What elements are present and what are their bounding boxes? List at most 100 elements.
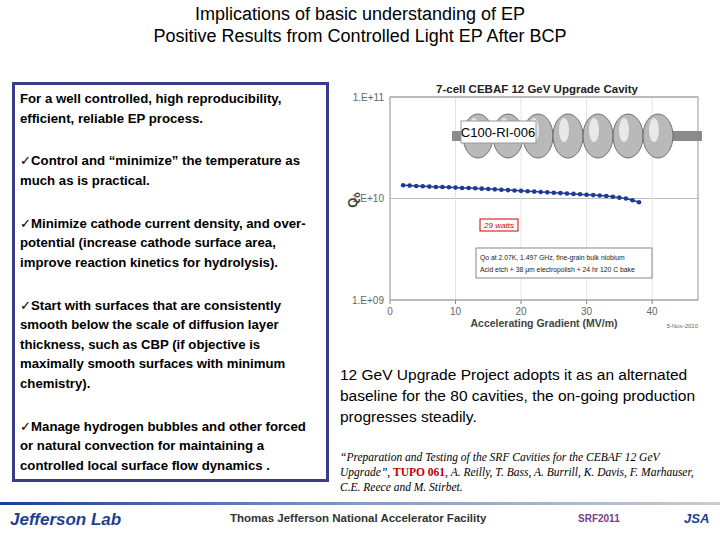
y-tick-label: 1.E+09: [352, 295, 384, 306]
data-point: [519, 189, 524, 194]
data-point: [571, 192, 576, 197]
data-point: [604, 194, 609, 199]
cavity-cell: [583, 114, 613, 158]
data-point: [597, 193, 602, 198]
bullet-text: Minimize cathode current density, and ov…: [20, 216, 306, 270]
data-point: [617, 195, 622, 200]
x-grid-line: [586, 97, 587, 300]
y-grid-line: [390, 97, 698, 98]
cavity-cell-shine: [649, 118, 659, 142]
footer-center: Thomas Jefferson National Accelerator Fa…: [230, 512, 487, 524]
data-point: [538, 190, 543, 195]
y-grid-line: [390, 198, 698, 199]
footer-partner: JSA: [684, 511, 709, 526]
data-point: [506, 188, 511, 193]
x-tick-label: 0: [387, 306, 393, 317]
data-point: [624, 196, 629, 201]
reference: “Preparation and Testing of the SRF Cavi…: [340, 450, 705, 495]
x-tick: [652, 300, 653, 304]
data-point: [578, 192, 583, 197]
cavity-cell: [493, 114, 523, 158]
intro-text: For a well controlled, high reproducibil…: [20, 89, 321, 128]
info-line: Acid etch + 38 μm electropolish + 24 hr …: [480, 266, 635, 274]
footer-rule: [0, 502, 720, 505]
bullet-check: ✓: [20, 298, 31, 313]
data-point: [525, 189, 530, 194]
date-annotation: 5-Nov-2010: [667, 323, 699, 329]
y-label-main: Q: [345, 198, 360, 208]
y-grid-line: [390, 300, 698, 301]
slide: Implications of basic understanding of E…: [0, 0, 720, 540]
cavity-cell: [553, 114, 583, 158]
reference-code: TUPO 061: [393, 466, 445, 478]
bullet-check: ✓: [20, 216, 31, 231]
data-point: [434, 185, 439, 190]
chart: 1.E+091.E+101.E+110102030407-cell CEBAF …: [0, 0, 720, 540]
x-grid-line: [455, 97, 456, 300]
data-point: [512, 188, 517, 193]
data-point: [545, 190, 550, 195]
bullet-box: For a well controlled, high reproducibil…: [12, 82, 329, 482]
y-tick-label: 1.E+11: [353, 92, 385, 103]
info-box: [476, 248, 652, 278]
bullet-item: ✓Control and “minimize” the temperature …: [20, 151, 321, 190]
x-tick-label: 20: [516, 306, 528, 317]
data-point: [440, 185, 445, 190]
data-point: [420, 184, 425, 189]
cavity-cell-shine: [619, 118, 629, 142]
data-point: [565, 191, 570, 196]
bullet-item: ✓Minimize cathode current density, and o…: [20, 214, 321, 273]
data-point: [479, 186, 484, 191]
x-grid-line: [521, 97, 522, 300]
data-point: [466, 186, 471, 191]
bullet-item: ✓Manage hydrogen bubbles and other force…: [20, 417, 321, 476]
cavity-cell-shine: [499, 118, 509, 142]
watts-annotation: 29 watts: [483, 221, 514, 230]
cavity-cell-shine: [529, 118, 539, 142]
x-grid-line: [652, 97, 653, 300]
bullet-item: ✓Start with surfaces that are consistent…: [20, 296, 321, 394]
y-axis-label: Qo: [345, 192, 362, 208]
series-line: [403, 185, 639, 202]
plot-data: [401, 183, 642, 205]
cavity-cell: [463, 114, 493, 158]
data-point: [493, 187, 498, 192]
bullet-check: ✓: [20, 419, 31, 434]
data-point: [427, 184, 432, 189]
data-point: [611, 194, 616, 199]
x-axis-label: Accelerating Gradient (MV/m): [470, 317, 617, 329]
data-point: [552, 190, 557, 195]
cavity-beam-pipe: [452, 131, 702, 141]
data-point: [637, 200, 642, 205]
x-tick: [455, 300, 456, 304]
y-label-sub: o: [352, 192, 362, 198]
data-point: [414, 184, 419, 189]
cavity-label: C100-RI-006: [461, 125, 535, 140]
data-point: [558, 191, 563, 196]
slide-title: Implications of basic understanding of E…: [0, 4, 720, 25]
x-tick-label: 40: [647, 306, 659, 317]
data-point: [591, 193, 596, 198]
data-point: [584, 192, 589, 197]
footer-logo: Jefferson Lab: [10, 510, 121, 530]
chart-title: 7-cell CEBAF 12 GeV Upgrade Cavity: [436, 83, 639, 95]
bullet-text: Start with surfaces that are consistentl…: [20, 298, 285, 391]
slide-title: Positive Results from Controlled Light E…: [0, 26, 720, 47]
cavity-label-box: [461, 121, 536, 143]
bullet-check: ✓: [20, 153, 31, 168]
data-point: [473, 186, 478, 191]
data-point: [532, 189, 537, 194]
summary-text: 12 GeV Upgrade Project adopts it as an a…: [340, 364, 695, 427]
data-point: [486, 187, 491, 192]
data-point: [460, 186, 465, 191]
data-point: [447, 185, 452, 190]
data-point: [499, 187, 504, 192]
cavity-cell-shine: [469, 118, 479, 142]
plot-frame: [390, 97, 698, 300]
cavity-cell: [643, 114, 673, 158]
data-point: [401, 183, 406, 188]
y-tick-label: 1.E+10: [352, 193, 384, 204]
cavity-cell-shine: [559, 118, 569, 142]
footer-conference: SRF2011: [578, 513, 620, 524]
x-tick: [521, 300, 522, 304]
